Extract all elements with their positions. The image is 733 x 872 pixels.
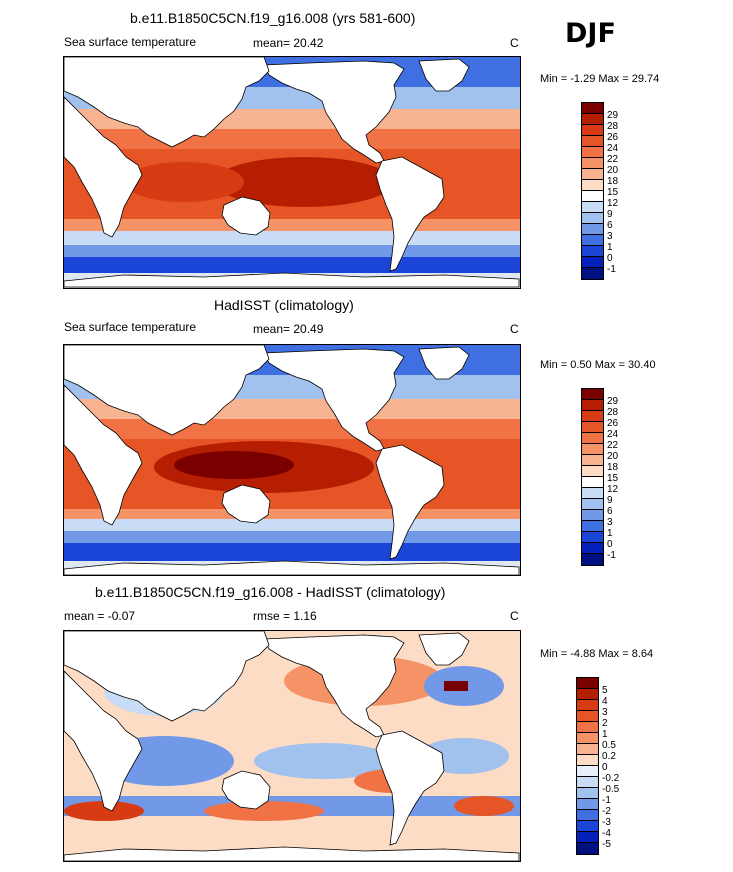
panel3-colorbar-tick: 0.5 (602, 740, 616, 751)
panel2-field-label: Sea surface temperature (64, 320, 197, 334)
panel2-colorbar-tick: 29 (607, 396, 619, 407)
panel1-colorbar (581, 102, 604, 280)
panel2-colorbar-tick: 26 (607, 418, 619, 429)
panel1-colorbar-tick: 9 (607, 209, 613, 220)
panel3-colorbar-tick: 2 (602, 718, 608, 729)
panel3-colorbar-tick: -4 (602, 828, 611, 839)
panel2-colorbar-tick: 12 (607, 484, 619, 495)
panel1-colorbar-tick: 0 (607, 253, 613, 264)
panel3-colorbar-tick: -0.2 (602, 773, 620, 784)
panel2-colorbar-tick: 6 (607, 506, 613, 517)
panel2-colorbar (581, 388, 604, 566)
panel2-title: HadISST (climatology) (214, 297, 354, 313)
panel2-units: C (510, 322, 519, 336)
panel1-colorbar-tick: 22 (607, 154, 619, 165)
panel1-colorbar-tick: 28 (607, 121, 619, 132)
panel3-rmse: rmse = 1.16 (253, 609, 317, 623)
panel1-field-label: Sea surface temperature (64, 35, 197, 49)
panel2-colorbar-tick: 1 (607, 528, 613, 539)
panel1-colorbar-tick: 24 (607, 143, 619, 154)
panel2-colorbar-tick: 28 (607, 407, 619, 418)
panel2-colorbar-tick: 22 (607, 440, 619, 451)
panel3-colorbar-tick: -1 (602, 795, 611, 806)
panel1-colorbar-tick: 29 (607, 110, 619, 121)
panel1-colorbar-tick: 1 (607, 242, 613, 253)
panel1-colorbar-tick: -1 (607, 264, 616, 275)
panel1-colorbar-tick: 6 (607, 220, 613, 231)
panel2-colorbar-tick: 24 (607, 429, 619, 440)
panel3-colorbar-tick: -3 (602, 817, 611, 828)
panel3-colorbar-tick: 4 (602, 696, 608, 707)
panel2-colorbar-tick: -1 (607, 550, 616, 561)
panel1-minmax: Min = -1.29 Max = 29.74 (540, 73, 660, 85)
panel3-colorbar-tick: -2 (602, 806, 611, 817)
panel3-mean: mean = -0.07 (64, 609, 136, 623)
panel1-colorbar-tick: 18 (607, 176, 619, 187)
panel3-colorbar-tick: -0.5 (602, 784, 620, 795)
panel1-colorbar-tick: 12 (607, 198, 619, 209)
panel2-colorbar-tick: 3 (607, 517, 613, 528)
panel2-map (63, 344, 521, 576)
panel2-colorbar-tick: 9 (607, 495, 613, 506)
panel3-colorbar-tick: 1 (602, 729, 608, 740)
panel3-colorbar-tick: 5 (602, 685, 608, 696)
panel1-colorbar-tick: 3 (607, 231, 613, 242)
panel1-colorbar-tick: 15 (607, 187, 619, 198)
panel2-colorbar-tick: 18 (607, 462, 619, 473)
panel1-map (63, 56, 521, 289)
panel3-map (63, 630, 521, 862)
panel3-title: b.e11.B1850C5CN.f19_g16.008 - HadISST (c… (95, 584, 446, 600)
panel3-colorbar-tick: 0.2 (602, 751, 616, 762)
panel3-colorbar-tick: 3 (602, 707, 608, 718)
panel2-mean: mean= 20.49 (253, 322, 324, 336)
panel2-colorbar-tick: 0 (607, 539, 613, 550)
panel1-mean: mean= 20.42 (253, 36, 324, 50)
panel3-colorbar-tick: 0 (602, 762, 608, 773)
panel2-minmax: Min = 0.50 Max = 30.40 (540, 359, 656, 371)
panel1-units: C (510, 36, 519, 50)
panel3-minmax: Min = -4.88 Max = 8.64 (540, 648, 654, 660)
panel1-title: b.e11.B1850C5CN.f19_g16.008 (yrs 581-600… (130, 10, 416, 26)
panel1-colorbar-tick: 20 (607, 165, 619, 176)
panel2-colorbar-tick: 15 (607, 473, 619, 484)
panel3-colorbar (576, 677, 599, 855)
panel1-colorbar-tick: 26 (607, 132, 619, 143)
panel2-colorbar-tick: 20 (607, 451, 619, 462)
panel3-colorbar-tick: -5 (602, 839, 611, 850)
panel3-units: C (510, 609, 519, 623)
season-label: DJF (565, 18, 616, 49)
